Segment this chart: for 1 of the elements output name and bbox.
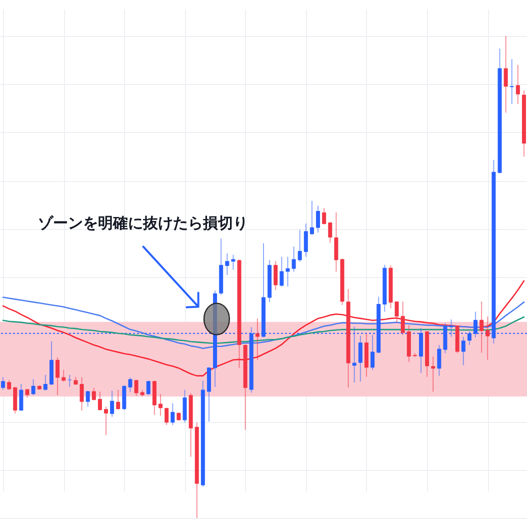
- annotation: ゾーンを明確に抜けたら損切り: [38, 214, 248, 232]
